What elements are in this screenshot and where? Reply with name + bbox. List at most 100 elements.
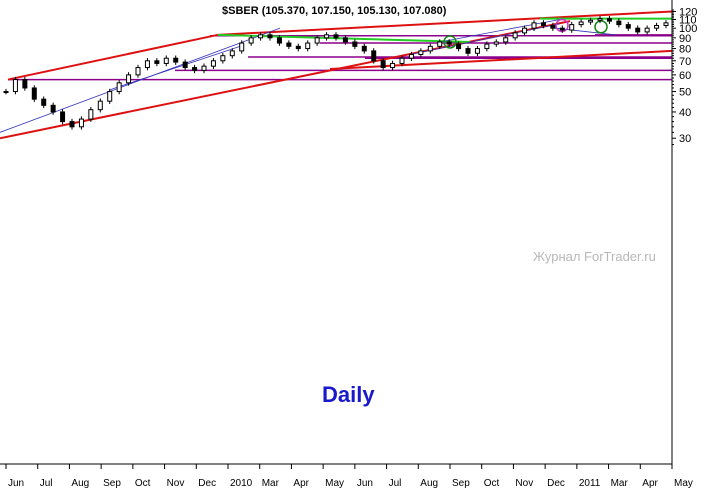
y-tick-label: 110 xyxy=(679,14,697,26)
x-tick-label: Dec xyxy=(198,478,216,489)
candle xyxy=(512,32,518,39)
candle xyxy=(135,67,141,76)
candle xyxy=(635,27,641,33)
candle xyxy=(399,57,405,64)
candle xyxy=(239,42,245,52)
candle xyxy=(60,111,66,123)
candle xyxy=(550,24,556,29)
x-tick-label: Aug xyxy=(71,478,89,489)
candle xyxy=(192,67,198,71)
candle xyxy=(474,48,480,54)
candle xyxy=(267,34,273,39)
x-tick-label: Jul xyxy=(40,478,53,489)
x-tick-label: Mar xyxy=(611,478,629,489)
y-tick-label: 50 xyxy=(679,87,691,99)
x-tick-label: 2010 xyxy=(230,478,253,489)
y-tick-label: 60 xyxy=(679,70,691,82)
x-tick-label: Nov xyxy=(167,478,185,489)
candle xyxy=(333,34,339,39)
candle xyxy=(258,34,264,39)
candle xyxy=(484,43,490,50)
chart-title: $SBER (105.370, 107.150, 105.130, 107.08… xyxy=(222,5,447,17)
candle xyxy=(588,19,594,23)
candle xyxy=(295,45,301,50)
candle xyxy=(3,91,9,94)
candle xyxy=(210,60,216,67)
candle xyxy=(352,41,358,47)
candle xyxy=(493,41,499,45)
candles xyxy=(3,15,669,130)
candle xyxy=(390,62,396,69)
x-tick-label: Oct xyxy=(484,478,500,489)
candle xyxy=(427,45,433,52)
x-tick-label: Nov xyxy=(515,478,533,489)
candle xyxy=(644,27,650,33)
candle xyxy=(12,79,18,93)
candle xyxy=(173,57,179,63)
candle xyxy=(522,27,528,34)
candle xyxy=(144,60,150,69)
candle xyxy=(154,60,160,64)
candle xyxy=(69,121,75,128)
candle xyxy=(97,100,103,111)
candle xyxy=(616,20,622,26)
candle xyxy=(41,98,47,106)
candle xyxy=(446,41,452,45)
x-tick-label: Dec xyxy=(547,478,565,489)
x-tick-label: Sep xyxy=(452,478,470,489)
x-tick-label: Apr xyxy=(642,478,658,489)
candle xyxy=(31,87,37,100)
candle xyxy=(361,45,367,52)
candle xyxy=(569,24,575,31)
y-tick-label: 120 xyxy=(679,7,697,19)
candle xyxy=(465,48,471,54)
x-tick-label: Mar xyxy=(262,478,280,489)
candle xyxy=(342,37,348,43)
candle xyxy=(107,91,113,102)
candle xyxy=(126,74,132,84)
candle xyxy=(248,37,254,44)
candle xyxy=(597,18,603,21)
y-tick-label: 70 xyxy=(679,56,691,68)
candle xyxy=(437,41,443,47)
candle xyxy=(380,60,386,69)
x-tick-label: May xyxy=(325,478,344,489)
channel-line xyxy=(439,19,561,43)
channel-line xyxy=(109,45,241,91)
candle xyxy=(324,34,330,39)
candle xyxy=(276,37,282,44)
candle xyxy=(418,50,424,55)
candle xyxy=(578,21,584,26)
x-tick-label: Apr xyxy=(293,478,309,489)
candle xyxy=(305,42,311,50)
candle xyxy=(371,50,377,62)
candle xyxy=(559,27,565,31)
x-tick-label: Aug xyxy=(420,478,438,489)
candle xyxy=(50,104,56,113)
x-tick-label: Oct xyxy=(135,478,151,489)
trend-line xyxy=(217,10,673,36)
y-tick-label: 80 xyxy=(679,44,691,56)
candle xyxy=(78,118,84,128)
breakout-marker xyxy=(594,20,608,34)
candle xyxy=(88,109,94,120)
x-tick-label: 2011 xyxy=(579,478,601,489)
candle xyxy=(163,57,169,64)
candle xyxy=(625,24,631,29)
x-tick-label: Jun xyxy=(357,478,373,489)
candle xyxy=(654,24,660,29)
channel-line xyxy=(554,27,616,36)
candle xyxy=(182,61,188,69)
candle xyxy=(220,55,226,62)
candle xyxy=(229,50,235,57)
x-tick-label: Sep xyxy=(103,478,121,489)
candle xyxy=(408,53,414,59)
candle xyxy=(540,22,546,26)
candle xyxy=(456,43,462,50)
channel-line xyxy=(409,23,561,55)
channel-line xyxy=(0,27,281,133)
candle xyxy=(503,37,509,43)
